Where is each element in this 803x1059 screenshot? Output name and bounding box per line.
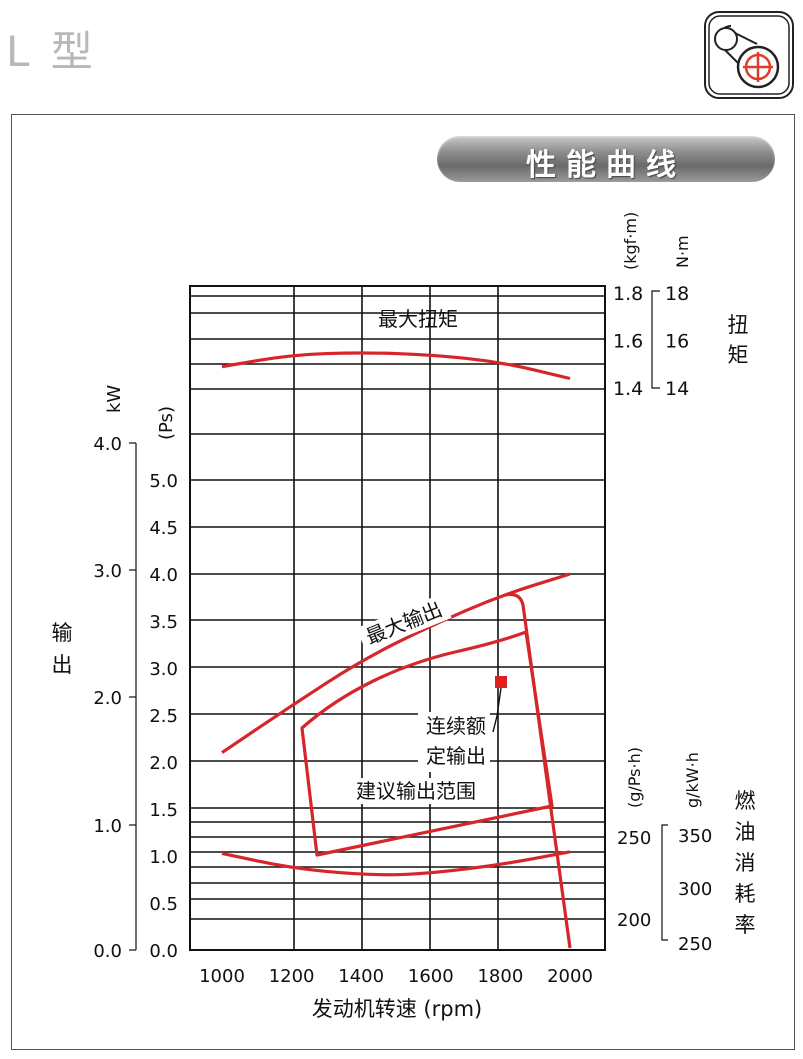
x-tick-label: 1400 [338, 966, 384, 987]
kw-tick-label: 2.0 [93, 688, 122, 709]
label-bg [418, 712, 490, 772]
fuel-axis-label: 油 [735, 820, 756, 844]
kw-tick-label: 3.0 [93, 561, 122, 582]
kw-tick-label: 4.0 [93, 434, 122, 455]
torque-axis-label: 矩 [728, 343, 749, 367]
ps-unit: (Ps) [156, 406, 177, 440]
torque-tick-nm: 14 [665, 378, 689, 400]
kw-tick-label: 1.0 [93, 816, 122, 837]
ps-tick-label: 3.0 [149, 659, 178, 680]
governor-line [504, 592, 572, 949]
chart-axes: 1000 1200 1400 1600 1800 2000 发动机转速 (rpm) 1.8 1.… [52, 212, 756, 1021]
series-line [221, 572, 571, 754]
plot-border [189, 285, 606, 951]
ps-tick-label: 2.0 [149, 753, 178, 774]
torque-tick-nm: 16 [665, 331, 689, 353]
fuel-axis-label: 耗 [735, 882, 756, 906]
output-axis-label: 出 [52, 653, 73, 677]
fuel-axis-label: 燃 [735, 789, 756, 813]
torque-unit-kgf: (kgf·m) [621, 212, 640, 270]
x-axis-label: 发动机转速 (rpm) [312, 997, 482, 1021]
chart-frame [11, 114, 795, 1050]
recommended-range-label: 建议输出范围 [356, 779, 476, 803]
rated-output-point [495, 676, 507, 688]
chart-grid [189, 285, 606, 951]
torque-bracket [651, 290, 660, 389]
ps-tick-label: 1.5 [149, 800, 178, 821]
fuel-bracket [661, 824, 668, 941]
series-line [221, 351, 571, 381]
fuel-unit-gps: (g/Ps·h) [625, 747, 644, 808]
output-axis-label: 输 [52, 621, 73, 645]
kw-unit: kW [104, 385, 125, 413]
ps-tick-label: 2.5 [149, 706, 178, 727]
fuel-tick-gkw: 300 [678, 879, 712, 900]
rated-output-label-1: 连续额 [426, 714, 486, 738]
chart-curves [221, 351, 572, 949]
fuel-tick-gkw: 350 [678, 826, 712, 847]
torque-axis-label: 扭 [728, 313, 749, 337]
rated-leader-line [492, 687, 502, 733]
fuel-tick-gps: 200 [617, 910, 651, 931]
x-tick-label: 1000 [199, 966, 245, 987]
torque-tick-kgf: 1.4 [613, 378, 643, 400]
section-title: 性能曲线 [526, 148, 686, 183]
ps-tick-label: 4.0 [149, 565, 178, 586]
kw-tick-label: 0.0 [93, 941, 122, 962]
torque-tick-kgf: 1.6 [613, 331, 643, 353]
x-tick-label: 1600 [408, 966, 454, 987]
fuel-unit-gkw: g/kW·h [683, 752, 702, 808]
fuel-axis-label: 率 [735, 913, 756, 937]
ps-tick-label: 4.5 [149, 518, 178, 539]
series-line [221, 850, 571, 877]
model-title: L 型 [6, 27, 97, 76]
x-tick-label: 1200 [269, 966, 315, 987]
fuel-tick-gps: 250 [617, 828, 651, 849]
ps-tick-label: 0.5 [149, 894, 178, 915]
ps-tick-label: 0.0 [149, 941, 178, 962]
ps-tick-label: 3.5 [149, 612, 178, 633]
max-torque-label: 最大扭矩 [378, 307, 458, 331]
rated-output-label-2: 定输出 [426, 744, 486, 768]
torque-unit-nm: N·m [673, 235, 692, 268]
max-output-label: 最大输出 [362, 597, 445, 649]
torque-tick-kgf: 1.8 [613, 283, 643, 305]
fuel-axis-label: 消 [735, 851, 756, 875]
label-bg [343, 778, 489, 804]
torque-tick-nm: 18 [665, 283, 689, 305]
x-tick-label: 2000 [547, 966, 593, 987]
fuel-tick-gkw: 250 [678, 934, 712, 955]
ps-tick-label: 5.0 [149, 471, 178, 492]
engine-pulley-icon [704, 11, 794, 99]
ps-tick-label: 1.0 [149, 847, 178, 868]
recommended-range-shape [300, 630, 554, 857]
x-tick-label: 1800 [477, 966, 523, 987]
label-bg [356, 593, 452, 653]
section-banner: 性能曲线 [437, 136, 775, 183]
